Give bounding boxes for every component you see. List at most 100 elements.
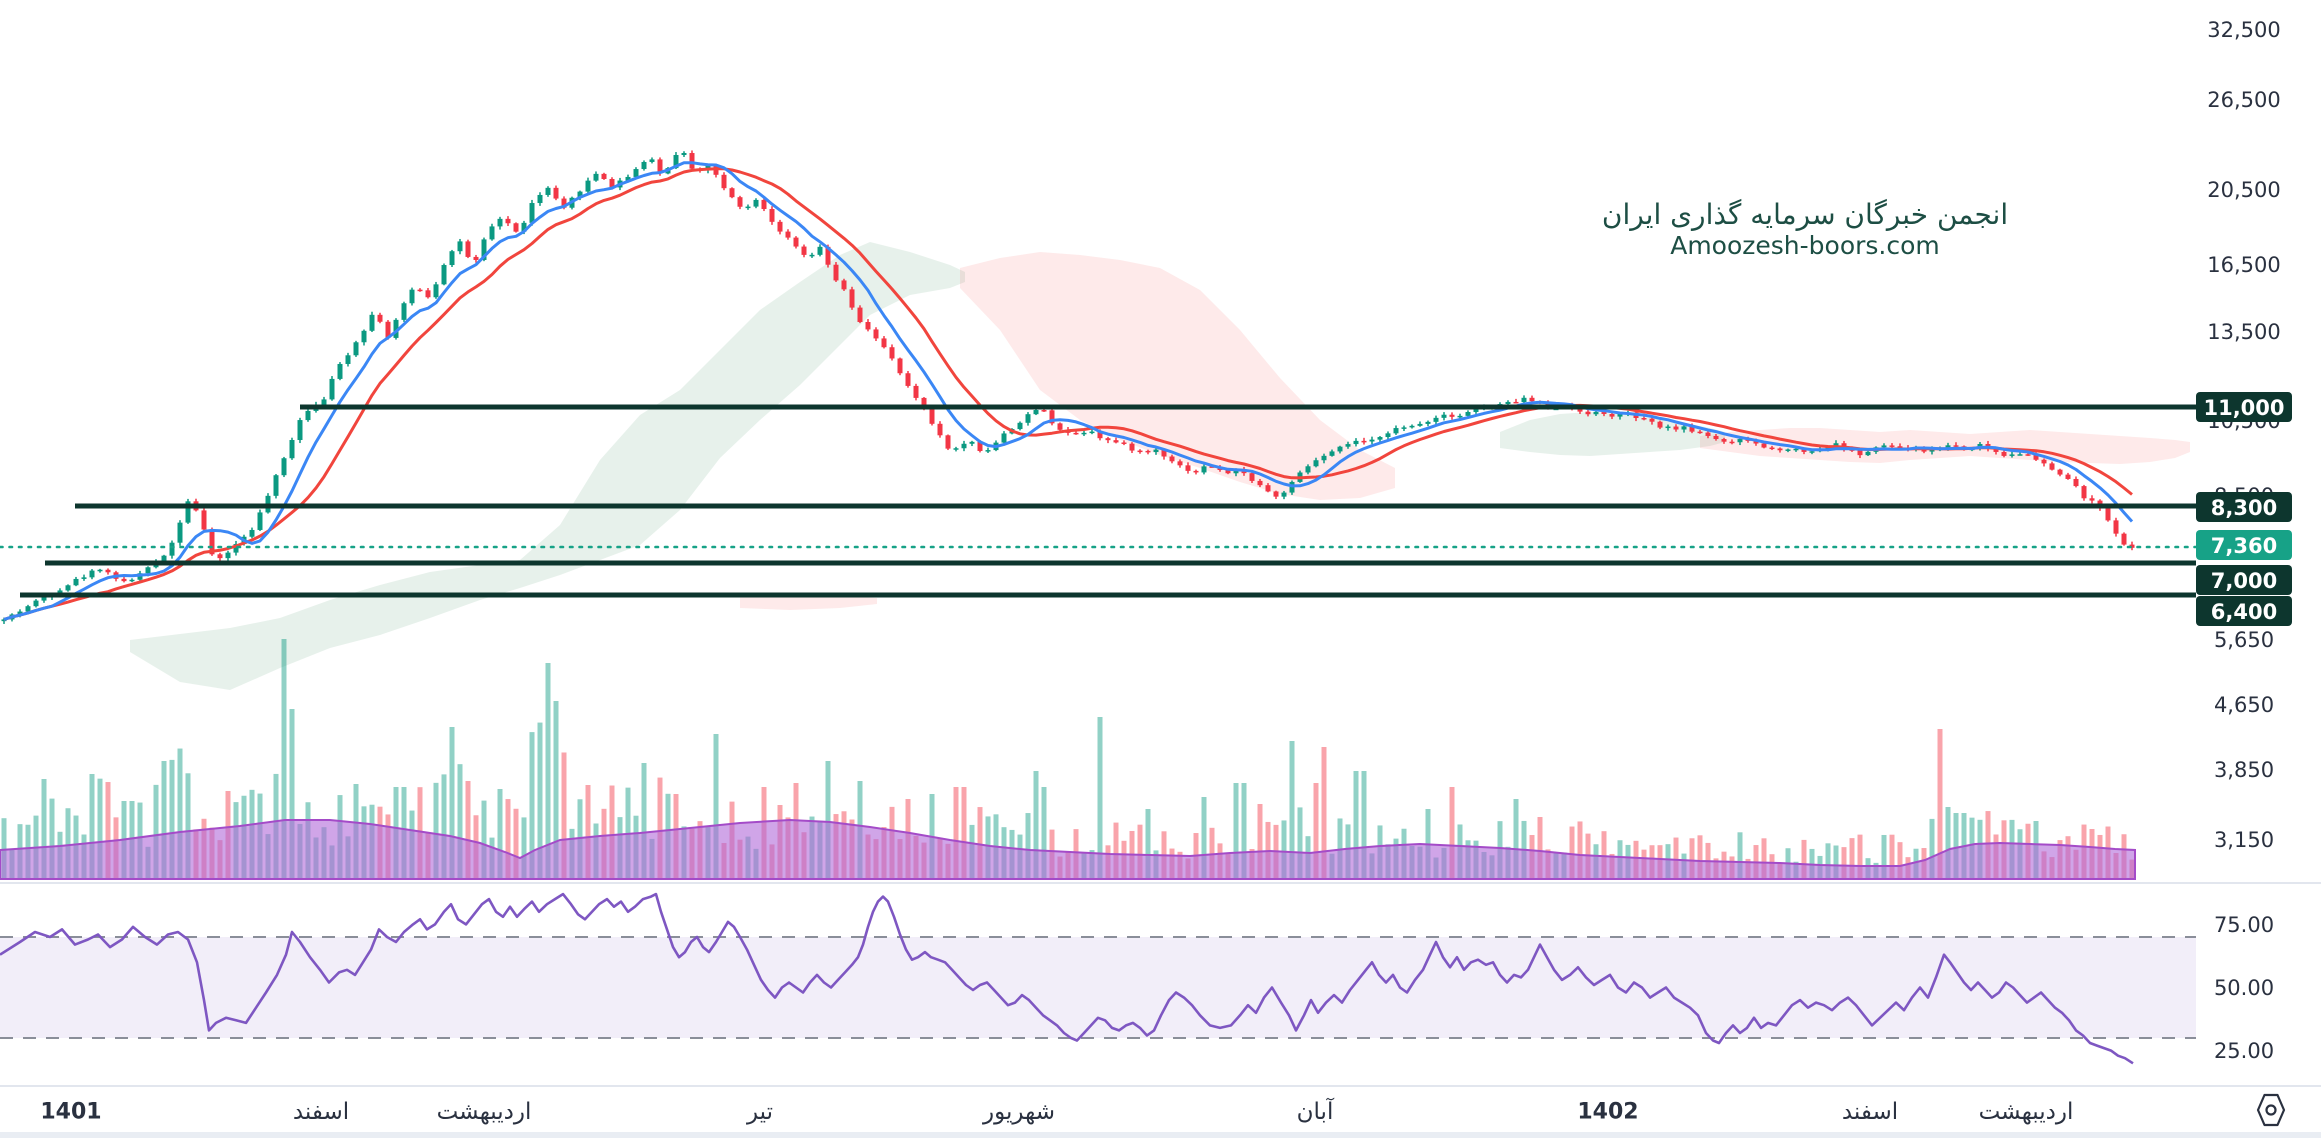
candle-body xyxy=(361,330,367,343)
candle-body xyxy=(833,264,839,281)
volume-bar xyxy=(505,799,511,879)
volume-bar xyxy=(1833,845,1839,879)
candle-body xyxy=(25,606,31,612)
candle-body xyxy=(1713,435,1719,440)
candle-body xyxy=(2009,454,2015,456)
x-axis-month-label: اردیبهشت xyxy=(1979,1099,2074,1125)
candle-body xyxy=(105,569,111,573)
candle-body xyxy=(1041,410,1047,412)
candle-body xyxy=(785,231,791,238)
candle-body xyxy=(937,423,943,436)
volume-bar xyxy=(609,785,615,879)
volume-bar xyxy=(1601,831,1607,879)
candle-body xyxy=(1169,456,1175,462)
volume-bar xyxy=(1697,835,1703,879)
candle-body xyxy=(1337,446,1343,452)
candle-body xyxy=(2081,486,2087,499)
price-level-badge xyxy=(2196,565,2292,595)
volume-bar xyxy=(1233,783,1239,879)
volume-bar xyxy=(457,764,463,879)
candle-body xyxy=(593,173,599,181)
x-axis-month-label: شهریور xyxy=(982,1099,1055,1125)
candle-body xyxy=(873,329,879,339)
volume-bar xyxy=(953,787,959,879)
candle-body xyxy=(289,440,295,459)
volume-bar xyxy=(1449,787,1455,879)
candle-body xyxy=(1929,449,1935,452)
candle-body xyxy=(1993,448,1999,452)
candle-body xyxy=(737,197,743,207)
candle-body xyxy=(1001,433,1007,443)
volume-ma-area xyxy=(0,818,2136,880)
price-badge-label: 8,300 xyxy=(2211,496,2277,520)
candle-body xyxy=(793,237,799,247)
hexagon-settings-icon[interactable] xyxy=(2256,1093,2286,1127)
candle-body xyxy=(2049,463,2055,470)
candle-body xyxy=(177,522,183,543)
time-axis[interactable]: 1401 اسفند اردیبهشت تیر شهریور آبان 1402 اسفند ا… xyxy=(40,1097,2073,1125)
candle-body xyxy=(1361,440,1367,443)
candle-body xyxy=(1329,451,1335,456)
volume-bar xyxy=(1297,807,1303,879)
cloud-red xyxy=(740,594,877,610)
candle-body xyxy=(929,409,935,424)
volume-bar xyxy=(1353,771,1359,879)
candle-body xyxy=(1161,449,1167,457)
candle-body xyxy=(1753,440,1759,444)
support-lines[interactable] xyxy=(0,404,2198,598)
candle-body xyxy=(409,289,415,304)
volume-bar xyxy=(1137,824,1143,879)
candle-body xyxy=(1657,421,1663,428)
volume-bar xyxy=(289,709,295,879)
candle-body xyxy=(801,246,807,255)
y-axis-tick-label: 3,850 xyxy=(2214,758,2274,782)
volume-bar xyxy=(1313,783,1319,879)
volume-bar xyxy=(1289,741,1295,879)
candle-body xyxy=(1425,421,1431,424)
volume-bar xyxy=(521,817,527,879)
candle-body xyxy=(489,226,495,240)
candle-body xyxy=(1097,431,1103,439)
candle-body xyxy=(1689,426,1695,432)
candle-body xyxy=(2017,454,2023,456)
candle-body xyxy=(609,178,615,188)
volume-bar xyxy=(1737,832,1743,879)
candle-body xyxy=(673,155,679,169)
candle-body xyxy=(329,378,335,400)
candle-body xyxy=(1449,414,1455,417)
candle-body xyxy=(1153,449,1159,453)
candle-body xyxy=(1681,426,1687,430)
ma-fast-blue-line xyxy=(3,161,2134,621)
volume-bar xyxy=(1937,729,1943,879)
candle-body xyxy=(913,385,919,398)
volume-bar xyxy=(961,787,967,879)
candle-body xyxy=(121,578,127,582)
candle-body xyxy=(1457,415,1463,418)
candle-body xyxy=(865,322,871,330)
candle-body xyxy=(441,265,447,285)
price-badge-label: 7,000 xyxy=(2211,569,2277,593)
candle-body xyxy=(625,176,631,181)
candle-body xyxy=(545,187,551,195)
candle-body xyxy=(2089,498,2095,501)
volume-bar xyxy=(1025,813,1031,879)
volume-bar xyxy=(1857,834,1863,879)
candle-body xyxy=(1777,448,1783,451)
candle-body xyxy=(681,153,687,156)
volume-bar xyxy=(529,732,535,879)
volume-bar xyxy=(1673,837,1679,879)
volume-bar xyxy=(825,761,831,879)
candle-body xyxy=(353,342,359,356)
candle-body xyxy=(753,199,759,207)
volume-bar xyxy=(1041,787,1047,879)
candle-body xyxy=(169,542,175,556)
volume-bar xyxy=(1321,747,1327,879)
candle-body xyxy=(1121,442,1127,444)
volume-bar xyxy=(1689,838,1695,879)
y-axis-tick-label: 26,500 xyxy=(2207,88,2280,112)
candle-body xyxy=(745,206,751,209)
volume-bar xyxy=(1569,826,1575,879)
price-axis[interactable]: 32,50026,50020,50016,50013,50010,5008,50… xyxy=(2196,18,2292,1063)
